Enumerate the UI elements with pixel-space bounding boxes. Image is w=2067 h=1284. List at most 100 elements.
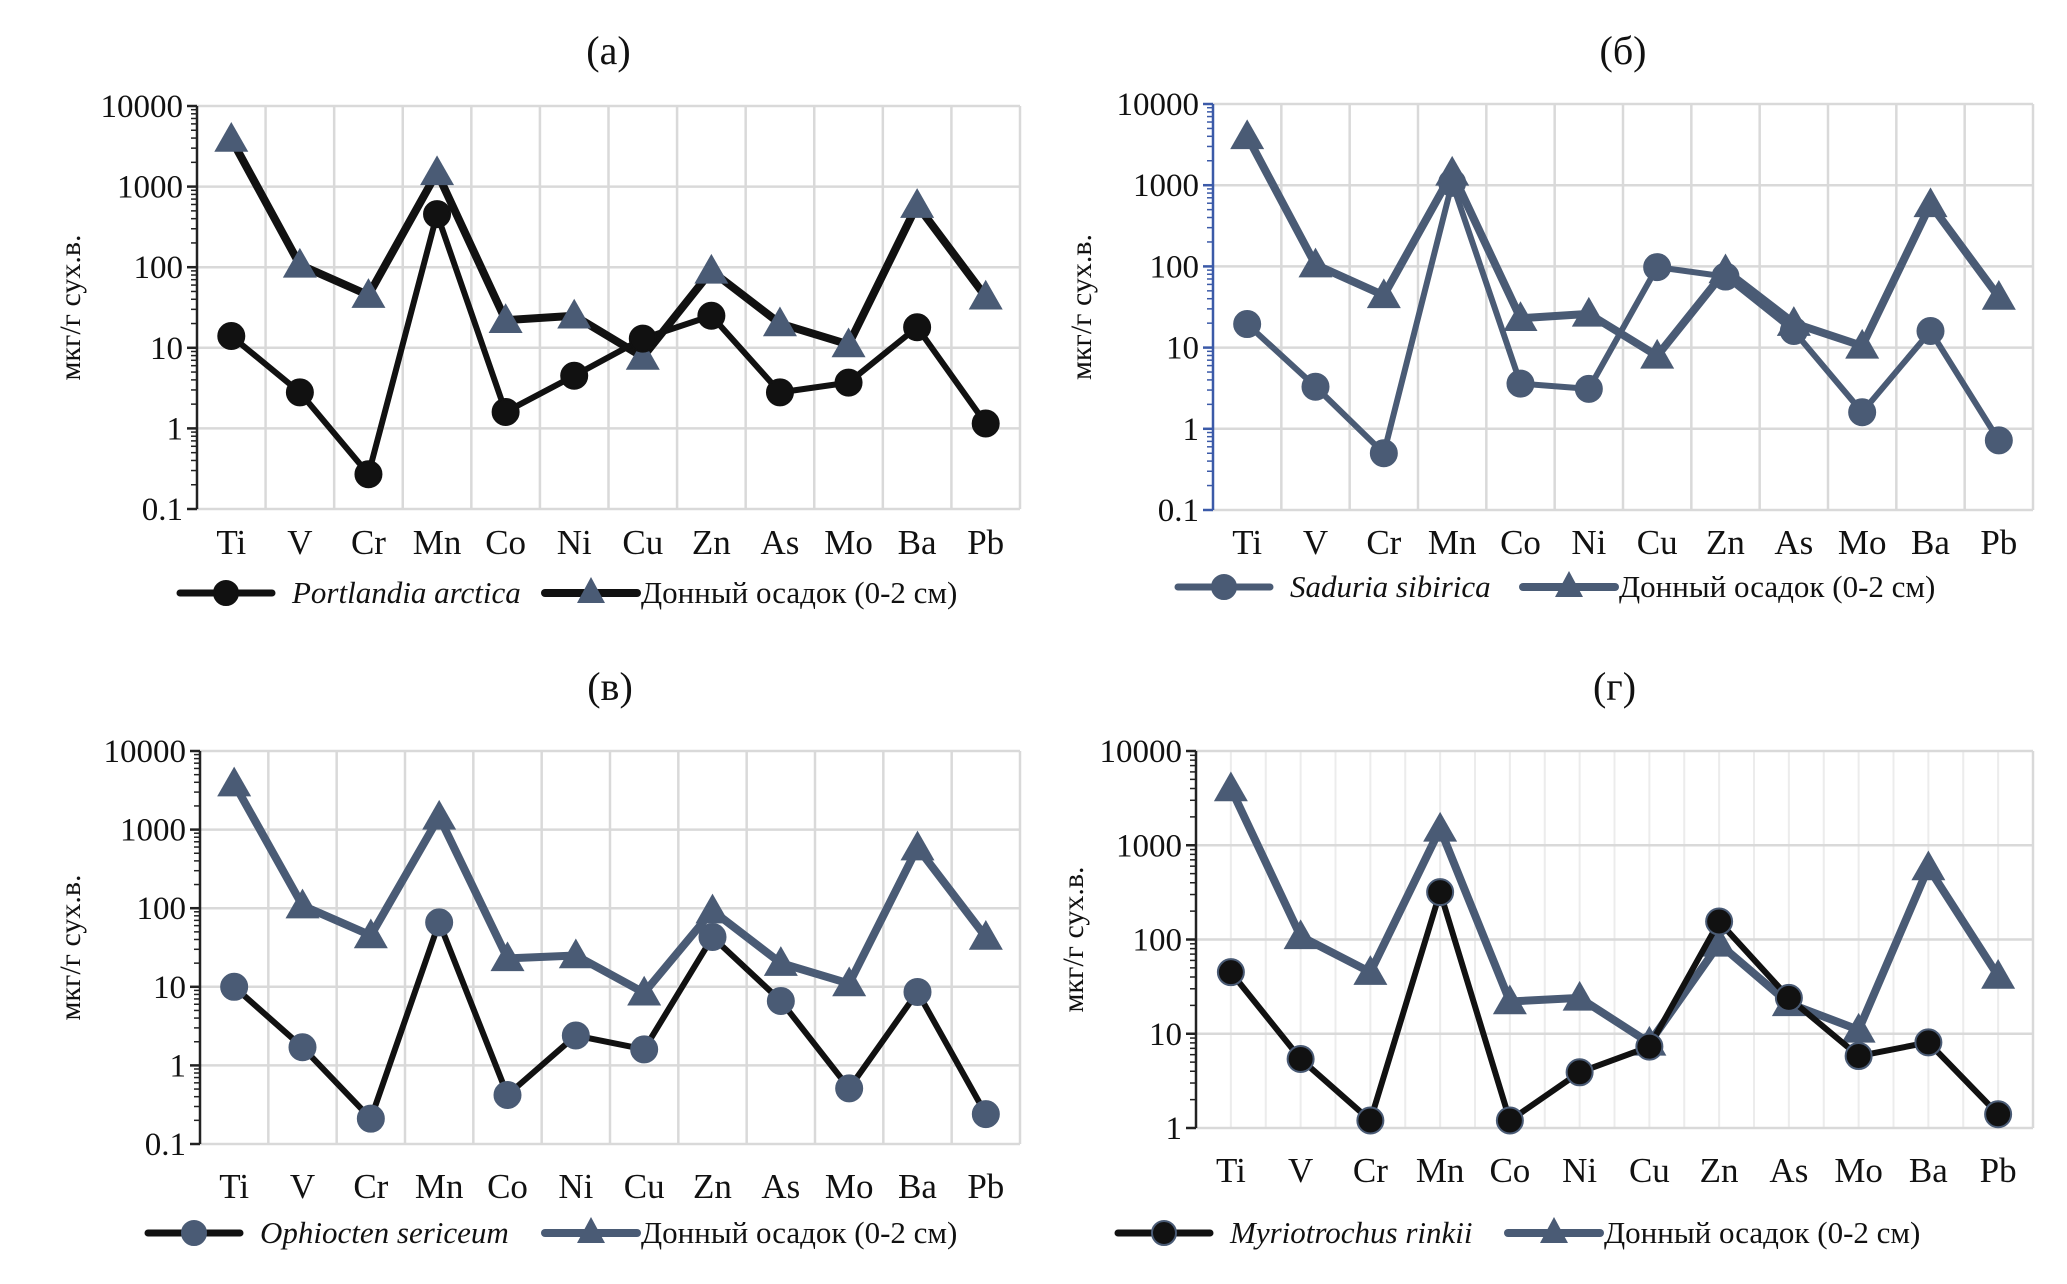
- data-point-triangle: [1230, 119, 1265, 150]
- legend-label: Myriotrochus rinkii: [1229, 1215, 1473, 1250]
- x-tick-label: Zn: [692, 523, 731, 562]
- y-tick-label: 10000: [101, 89, 184, 125]
- legend-triangle-marker: [577, 577, 605, 603]
- x-tick-label: Mn: [413, 523, 462, 562]
- data-point-circle: [356, 1104, 385, 1133]
- chart-svg: (в) 10000 1000 100 10 1 0.1 мкг/г сух.в. Ti V Cr Mn…: [54, 664, 1022, 1250]
- legend-triangle-marker: [577, 1217, 605, 1243]
- series-line: [1226, 784, 2003, 1047]
- panel-title: (в): [587, 664, 633, 709]
- gridlines: [1213, 102, 2035, 512]
- x-tick-label: Ti: [219, 1167, 249, 1206]
- data-point-circle: [285, 378, 314, 407]
- legend: Portlandia arctica Донный осадок (0-2 см): [176, 575, 957, 610]
- data-point-triangle: [1571, 296, 1606, 327]
- legend-triangle-marker: [1540, 1217, 1568, 1243]
- y-tick-label: 0.1: [1158, 493, 1199, 529]
- data-point-triangle: [900, 188, 935, 218]
- data-point-triangle: [353, 918, 388, 949]
- data-point-circle: [1914, 1028, 1943, 1057]
- data-point-circle: [1426, 878, 1455, 907]
- x-tick-label: Cu: [622, 523, 663, 562]
- x-tick-label: Mn: [1428, 523, 1477, 562]
- x-tick-label: Pb: [1980, 1151, 2017, 1190]
- x-tick-label: Mn: [1416, 1151, 1465, 1190]
- x-tick-label: As: [1774, 523, 1813, 562]
- legend-circle-marker: [213, 580, 239, 606]
- data-point-triangle: [1492, 984, 1527, 1015]
- data-point-triangle: [831, 327, 866, 358]
- x-tick-label: Co: [1500, 523, 1541, 562]
- legend-item-organism: Portlandia arctica: [176, 575, 521, 610]
- y-tick-label: 1000: [120, 813, 186, 849]
- data-point-circle: [288, 1033, 317, 1062]
- data-point-circle: [354, 460, 383, 489]
- y-tick-label: 10000: [1100, 734, 1183, 770]
- series-organism: [220, 908, 1000, 1133]
- series-line: [1244, 179, 2002, 457]
- y-tick-label: 1: [167, 411, 184, 447]
- data-point-triangle: [285, 888, 320, 919]
- x-tick-label: Co: [1489, 1151, 1530, 1190]
- data-point-triangle: [1913, 187, 1948, 218]
- data-point-circle: [1216, 958, 1245, 987]
- x-tick-label: Ti: [1232, 523, 1262, 562]
- data-point-circle: [630, 1035, 659, 1064]
- series-line: [1243, 132, 2003, 360]
- x-tick-label: As: [1769, 1151, 1808, 1190]
- legend-circle-marker: [181, 1220, 207, 1246]
- data-point-circle: [491, 397, 520, 426]
- data-point-triangle: [1845, 328, 1880, 359]
- legend-circle-marker: [1151, 1220, 1177, 1246]
- y-tick-label: 1: [1183, 412, 1200, 448]
- data-point-circle: [765, 378, 794, 407]
- data-point-triangle: [763, 946, 798, 976]
- x-tick-label: V: [287, 523, 312, 562]
- series-line: [227, 134, 990, 361]
- y-tick-label: 100: [1150, 249, 1200, 285]
- data-point-circle: [971, 409, 1000, 438]
- data-point-triangle: [968, 920, 1003, 950]
- y-tick-label: 100: [137, 891, 187, 927]
- panel-title: (а): [586, 28, 630, 73]
- legend-item-sediment: Донный осадок (0-2 см): [541, 575, 957, 610]
- data-point-circle: [1438, 168, 1467, 197]
- data-point-circle: [766, 986, 795, 1015]
- data-point-circle: [423, 200, 452, 229]
- data-point-triangle: [558, 938, 593, 969]
- x-tick-label: Ti: [1216, 1151, 1246, 1190]
- y-tick-label: 10: [150, 331, 183, 367]
- legend: Myriotrochus rinkii Донный осадок (0-2 см…: [1114, 1215, 1920, 1250]
- legend-label: Ophiocten sericeum: [260, 1215, 509, 1250]
- data-point-triangle: [1298, 247, 1333, 278]
- y-tick-label: 100: [134, 250, 184, 286]
- x-tick-label: Ba: [898, 1167, 937, 1206]
- legend-label: Донный осадок (0-2 см): [1619, 569, 1935, 604]
- data-point-triangle: [627, 975, 662, 1006]
- legend-label: Saduria sibirica: [1290, 569, 1491, 604]
- x-tick-label: Ba: [1909, 1151, 1948, 1190]
- data-point-triangle: [695, 893, 730, 924]
- y-tick-label: 1: [170, 1048, 187, 1084]
- data-point-triangle: [217, 766, 252, 797]
- legend-item-organism: Saduria sibirica: [1174, 569, 1491, 604]
- panel-title: (б): [1600, 28, 1647, 73]
- data-point-triangle: [1213, 771, 1248, 802]
- chart-panel-b: (б) 10000 1000 100 10 1 0.1 мкг/г сух.в. Ti V Cr Mn…: [1033, 0, 2067, 620]
- legend-circle-marker: [1211, 574, 1237, 600]
- y-tick-label: 10000: [104, 734, 187, 770]
- chart-panel-c: (в) 10000 1000 100 10 1 0.1 мкг/г сух.в. Ti V Cr Mn…: [0, 642, 1030, 1284]
- x-tick-label: Mo: [1838, 523, 1887, 562]
- series-sediment: [217, 766, 1003, 1006]
- series-organism: [217, 200, 1000, 489]
- data-point-triangle: [968, 279, 1003, 310]
- y-tick-label: 10000: [1117, 87, 1200, 123]
- x-tick-label: Co: [485, 523, 526, 562]
- data-point-circle: [1916, 317, 1945, 346]
- x-tick-label: Mn: [415, 1167, 464, 1206]
- x-tick-label: Ni: [557, 523, 592, 562]
- chart-svg: (б) 10000 1000 100 10 1 0.1 мкг/г сух.в. Ti V Cr Mn…: [1065, 28, 2035, 604]
- legend-label: Донный осадок (0-2 см): [641, 1215, 957, 1250]
- y-tick-label: 10: [1149, 1017, 1182, 1053]
- data-point-circle: [1369, 439, 1398, 468]
